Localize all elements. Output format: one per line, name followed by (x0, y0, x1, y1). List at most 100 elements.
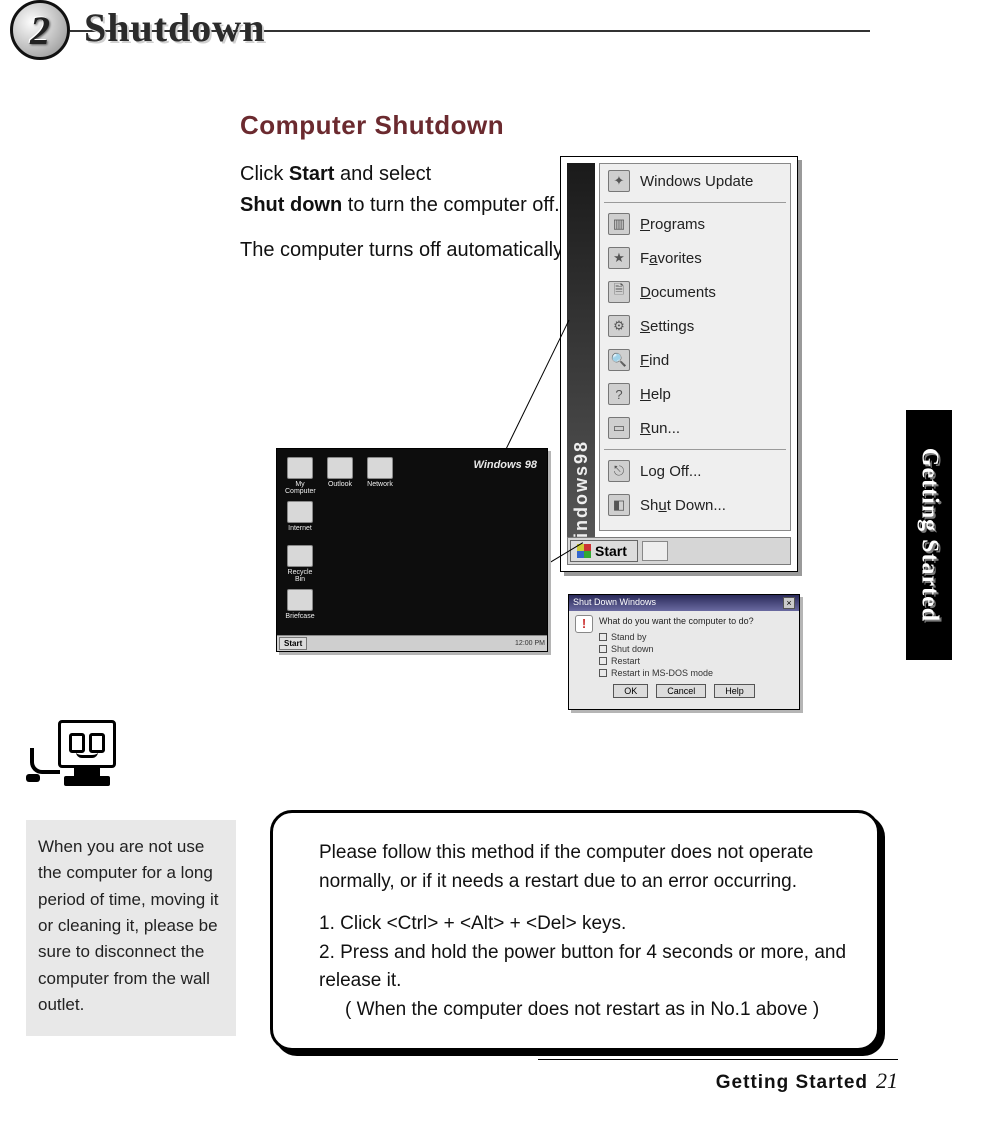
recycle-icon (287, 545, 313, 567)
mascot-base (64, 776, 110, 786)
opt-label: Stand by (611, 632, 647, 642)
chapter-header: 2 Shutdown Shutdown (0, 0, 900, 60)
desktop-taskbar: Start 12:00 PM (277, 635, 547, 651)
desktop-icon[interactable]: Recycle Bin (285, 545, 315, 583)
icon-label: Network (365, 481, 395, 488)
menu-item-favorites[interactable]: ★Favorites (600, 241, 790, 275)
close-icon[interactable]: × (783, 597, 795, 609)
briefcase-icon (287, 589, 313, 611)
menu-item-logoff[interactable]: ⎋Log Off... (600, 454, 790, 488)
page-number: 21 (876, 1068, 898, 1094)
desktop-icon[interactable]: Briefcase (285, 589, 315, 620)
mascot-hand (26, 774, 40, 782)
radio-icon (599, 669, 607, 677)
start-menu-items: ✦ Windows Update ▥Programs ★Favorites 🗎 Do… (599, 163, 791, 531)
cancel-button[interactable]: Cancel (656, 684, 706, 698)
warning-box: Please follow this method if the compute… (270, 810, 880, 1051)
desktop-icon[interactable]: Outlook (325, 457, 355, 488)
t1: Click (240, 163, 289, 185)
screenshot-shutdown-dialog: Shut Down Windows × ! What do you want t… (568, 594, 800, 710)
screenshot-start-menu: Windows98 ✦ Windows Update ▥Programs ★Fav… (560, 156, 798, 572)
taskbar-tray-icon (642, 541, 668, 561)
footer-section: Getting Started (716, 1072, 868, 1094)
t3: to turn the computer off. (342, 194, 560, 216)
run-icon: ▭ (608, 417, 630, 439)
step-number-badge: 2 (10, 0, 70, 60)
menu-item-documents[interactable]: 🗎 Documents (600, 275, 790, 309)
menu-separator (604, 202, 786, 203)
desktop-brand: Windows 98 (474, 459, 537, 471)
mi-label: Log Off... (640, 463, 701, 480)
mascot-mouth (76, 752, 98, 758)
dialog-titlebar: Shut Down Windows × (569, 595, 799, 611)
dialog-option[interactable]: Shut down (599, 644, 799, 654)
radio-icon (599, 645, 607, 653)
desktop-clock: 12:00 PM (515, 640, 545, 647)
radio-icon (599, 657, 607, 665)
t2: and select (334, 163, 431, 185)
menu-item-help[interactable]: ? Help (600, 377, 790, 411)
update-icon: ✦ (608, 170, 630, 192)
opt-label: Restart (611, 656, 640, 666)
shutdown-icon: ◧ (608, 494, 630, 516)
opt-label: Restart in MS-DOS mode (611, 668, 713, 678)
bold-start: Start (289, 163, 335, 185)
menu-item-settings[interactable]: ⚙Settings (600, 309, 790, 343)
mascot-screen (58, 720, 116, 768)
dialog-body: ! What do you want the computer to do? (569, 611, 799, 630)
mi-label: Documents (640, 284, 716, 301)
desktop-icon[interactable]: Network (365, 457, 395, 488)
menu-item-shutdown[interactable]: ◧ Shut Down... (600, 488, 790, 522)
icon-label: Outlook (325, 481, 355, 488)
mascot-arm (30, 748, 60, 774)
menu-item-run[interactable]: ▭Run... (600, 411, 790, 445)
find-icon: 🔍 (608, 349, 630, 371)
dialog-buttons: OK Cancel Help (569, 684, 799, 698)
mi-label: Favorites (640, 250, 702, 267)
help-button[interactable]: Help (714, 684, 755, 698)
footer-rule (538, 1059, 898, 1060)
step-number: 2 (30, 7, 50, 54)
radio-icon (599, 633, 607, 641)
ok-button[interactable]: OK (613, 684, 648, 698)
dialog-option[interactable]: Restart in MS-DOS mode (599, 668, 799, 678)
dialog-title: Shut Down Windows (573, 597, 656, 609)
section-heading: Computer Shutdown (240, 110, 880, 141)
desktop-icon[interactable]: My Computer (285, 457, 315, 495)
icon-label: Internet (285, 525, 315, 532)
opt-label: Shut down (611, 644, 654, 654)
shutdown-glyph-icon: ! (575, 615, 593, 633)
mi-label: Help (640, 386, 671, 403)
warning-step-2-note: ( When the computer does not restart as … (319, 996, 847, 1025)
programs-icon: ▥ (608, 213, 630, 235)
mycomputer-icon (287, 457, 313, 479)
dialog-prompt: What do you want the computer to do? (599, 616, 754, 626)
start-menu-banner: Windows98 (567, 163, 595, 565)
network-icon (367, 457, 393, 479)
menu-item-find[interactable]: 🔍 Find (600, 343, 790, 377)
desktop-start-button[interactable]: Start (279, 637, 307, 650)
mi-label: Shut Down... (640, 497, 726, 514)
menu-item-programs[interactable]: ▥Programs (600, 207, 790, 241)
desktop-icon[interactable]: Internet (285, 501, 315, 532)
menu-item-windows-update[interactable]: ✦ Windows Update (600, 164, 790, 198)
mi-label: Settings (640, 318, 694, 335)
warning-step-2: 2. Press and hold the power button for 4… (319, 939, 847, 996)
dialog-option[interactable]: Restart (599, 656, 799, 666)
mi-label: Windows Update (640, 173, 753, 190)
bold-shutdown: Shut down (240, 194, 342, 216)
help-icon: ? (608, 383, 630, 405)
documents-icon: 🗎 (608, 281, 630, 303)
menu-separator (604, 449, 786, 450)
start-button-label: Start (595, 543, 627, 559)
dialog-option[interactable]: Stand by (599, 632, 799, 642)
warning-box-wrap: Please follow this method if the compute… (270, 810, 880, 1051)
section-tab-label: Getting Started (916, 448, 943, 622)
screenshot-desktop: Windows 98 My Computer Outlook Network I… (276, 448, 548, 652)
icon-label: Recycle Bin (285, 569, 315, 583)
warning-step-1: 1. Click <Ctrl> + <Alt> + <Del> keys. (319, 910, 847, 939)
outlook-icon (327, 457, 353, 479)
chapter-title: Shutdown (84, 4, 265, 51)
section-tab: Getting Started Getting Started (906, 410, 952, 660)
mi-label: Find (640, 352, 669, 369)
